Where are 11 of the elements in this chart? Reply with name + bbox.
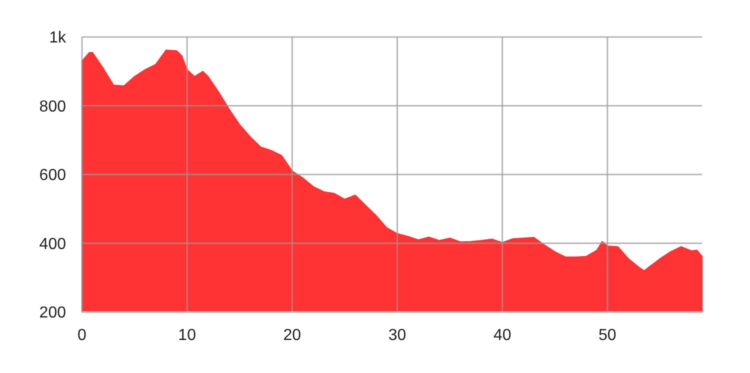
y-tick-label: 1k <box>49 30 67 47</box>
x-tick-label: 30 <box>388 327 406 344</box>
y-tick-label: 800 <box>39 98 66 116</box>
x-tick-label: 10 <box>178 327 196 344</box>
x-tick-label: 20 <box>283 327 302 344</box>
x-tick-label: 40 <box>493 327 512 344</box>
y-tick-label: 400 <box>39 236 66 253</box>
x-tick-label: 50 <box>598 327 616 344</box>
y-tick-label: 200 <box>39 304 66 322</box>
x-tick-label: 0 <box>78 327 87 344</box>
y-tick-label: 600 <box>39 167 66 184</box>
